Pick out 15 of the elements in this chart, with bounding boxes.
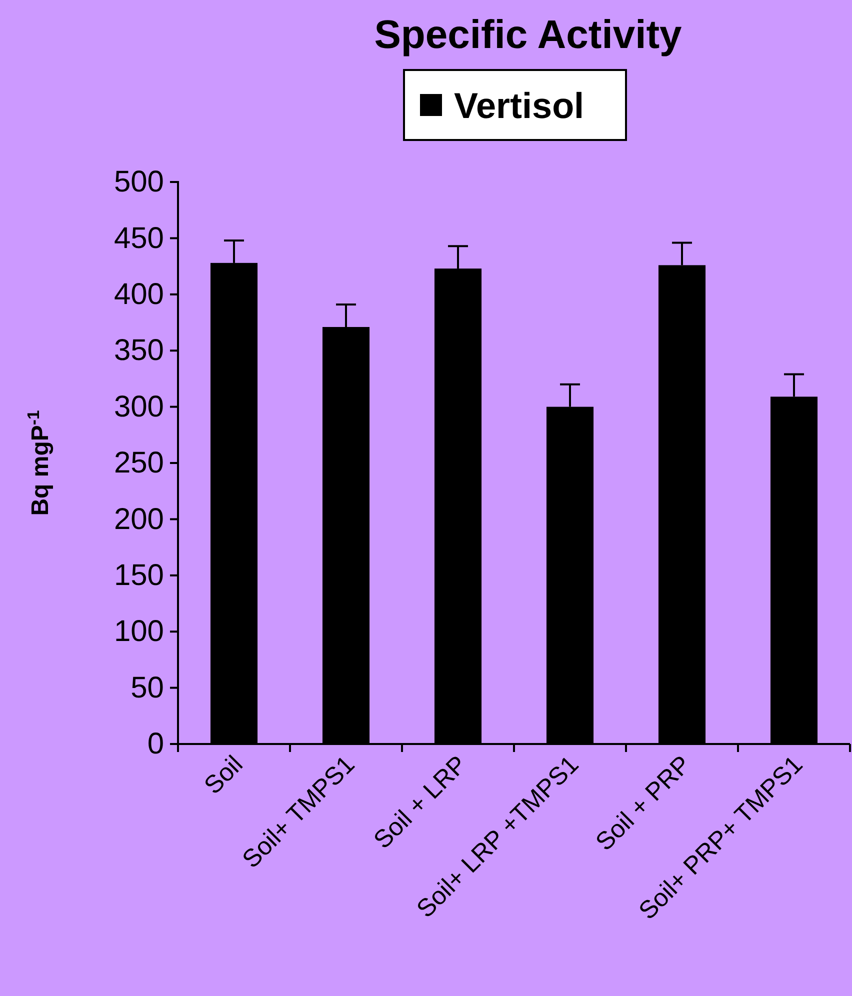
y-tick-label: 50 <box>130 671 164 704</box>
legend-label: Vertisol <box>454 85 584 126</box>
y-tick-label: 100 <box>114 615 164 648</box>
y-tick-label: 300 <box>114 390 164 424</box>
y-tick-label: 0 <box>147 728 164 761</box>
y-tick-label: 400 <box>114 278 164 311</box>
chart-title: Specific Activity <box>374 13 683 57</box>
y-tick-label: 250 <box>114 446 164 480</box>
y-tick-label: 350 <box>114 334 164 368</box>
y-tick-label: 450 <box>114 222 164 255</box>
x-tick-label: Soil <box>198 750 248 800</box>
x-tick-label: Soil + LRP <box>368 750 472 854</box>
y-tick-label: 150 <box>114 559 164 592</box>
y-tick-label: 500 <box>114 166 164 199</box>
y-tick-label: 200 <box>114 502 164 536</box>
